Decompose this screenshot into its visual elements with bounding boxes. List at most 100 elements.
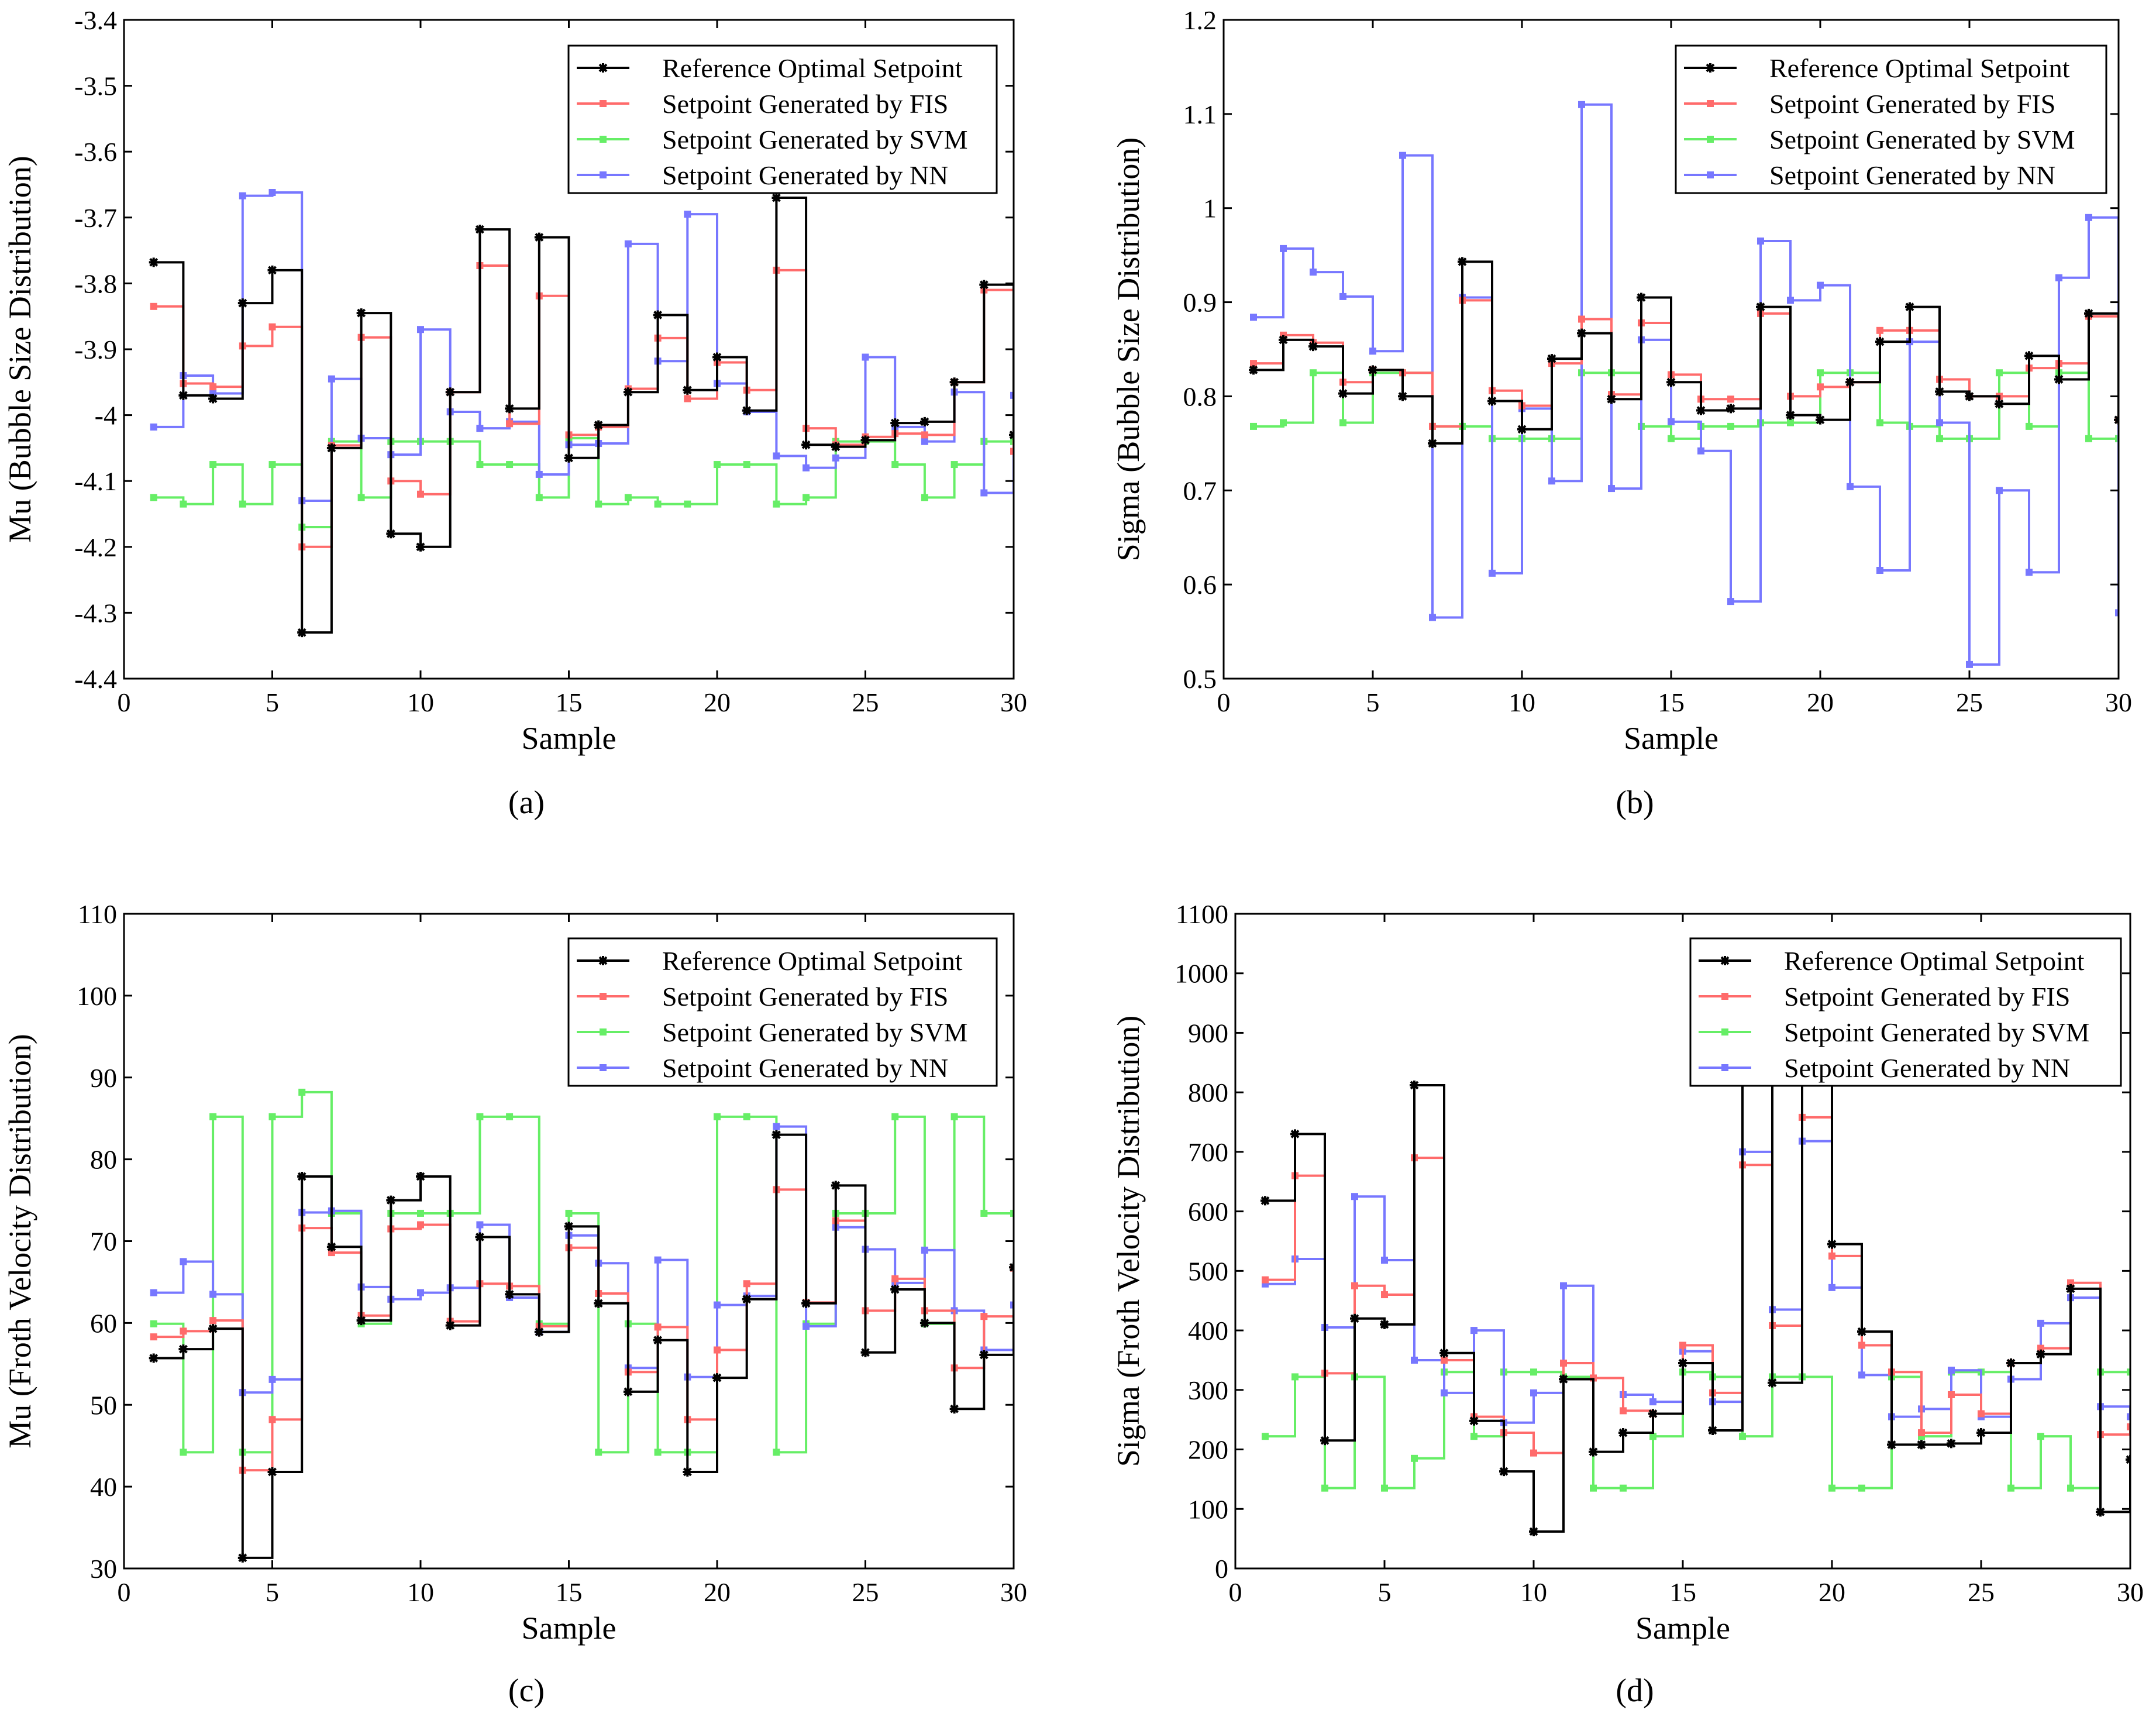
data-point xyxy=(712,352,722,362)
data-point xyxy=(2037,1319,2044,1327)
data-point xyxy=(1947,1439,1956,1449)
data-point xyxy=(1996,487,2003,494)
data-point xyxy=(860,1347,870,1357)
x-tick-label: 25 xyxy=(1968,1577,1995,1607)
data-point xyxy=(417,1209,424,1217)
data-point xyxy=(326,1242,336,1252)
data-point xyxy=(743,1280,750,1288)
data-point xyxy=(1380,1319,1389,1329)
data-point xyxy=(1679,1341,1686,1349)
data-point xyxy=(773,452,780,460)
data-point xyxy=(1876,326,1883,334)
caption-d: (d) xyxy=(1616,1673,1654,1709)
data-point xyxy=(654,1323,662,1331)
data-point xyxy=(772,193,781,203)
data-point xyxy=(476,1221,484,1229)
data-point xyxy=(1441,1356,1448,1364)
data-point xyxy=(565,1209,573,1217)
data-point xyxy=(328,375,335,383)
data-point xyxy=(2096,1507,2105,1517)
data-point xyxy=(1279,335,1288,345)
data-point xyxy=(1010,438,1014,445)
data-point xyxy=(445,1320,455,1330)
y-tick-label: 80 xyxy=(90,1145,117,1175)
data-point xyxy=(684,500,691,508)
y-tick-label: 50 xyxy=(90,1390,117,1420)
x-tick-label: 20 xyxy=(1807,687,1834,717)
y-tick-label: 300 xyxy=(1188,1375,1228,1405)
data-point xyxy=(356,1316,366,1326)
data-point xyxy=(1338,388,1348,398)
data-point xyxy=(150,494,157,501)
data-point xyxy=(2007,1484,2014,1492)
data-point xyxy=(742,1294,752,1304)
data-point xyxy=(1321,1484,1328,1492)
data-point xyxy=(712,1373,722,1383)
data-point xyxy=(1786,410,1795,420)
x-tick-label: 25 xyxy=(852,687,879,717)
data-point xyxy=(2026,569,2033,576)
data-point xyxy=(1548,477,1555,485)
data-point xyxy=(921,438,928,445)
data-point xyxy=(1249,365,1258,375)
legend-label: Setpoint Generated by FIS xyxy=(1784,982,2070,1012)
y-tick-label: 0.9 xyxy=(1183,288,1217,318)
data-point xyxy=(921,494,928,501)
data-point xyxy=(1291,1373,1299,1381)
data-point xyxy=(1828,1252,1835,1260)
series-line-svm xyxy=(1265,1371,2130,1489)
legend: Reference Optimal Setpoint Setpoint Gener… xyxy=(567,937,998,1087)
data-point xyxy=(475,225,485,235)
data-point xyxy=(1757,238,1764,245)
data-point xyxy=(2127,1413,2130,1420)
data-point xyxy=(268,189,276,197)
data-point xyxy=(979,280,989,290)
series-fis xyxy=(1262,1113,2130,1457)
data-point xyxy=(1858,1484,1865,1492)
data-point xyxy=(1739,1433,1746,1440)
x-tick-label: 15 xyxy=(1669,1577,1696,1607)
y-tick-label: -4.2 xyxy=(74,532,117,562)
data-point xyxy=(1351,1193,1358,1200)
data-point xyxy=(476,425,484,432)
data-point xyxy=(2067,1484,2074,1492)
x-tick-label: 20 xyxy=(1819,1577,1845,1607)
data-point xyxy=(919,417,929,426)
data-point xyxy=(1637,293,1646,302)
legend: Reference Optimal Setpoint Setpoint Gener… xyxy=(1689,937,2122,1087)
data-point xyxy=(831,1181,841,1191)
y-tick-label: 1100 xyxy=(1176,899,1228,929)
data-point xyxy=(475,1232,485,1242)
legend-label: Setpoint Generated by FIS xyxy=(1769,89,2055,119)
data-point xyxy=(980,489,988,497)
data-point xyxy=(1470,1433,1477,1440)
y-tick-label: 70 xyxy=(90,1227,117,1257)
data-point xyxy=(1250,422,1257,430)
data-point xyxy=(1649,1433,1656,1440)
series-line-nn xyxy=(153,191,1014,502)
data-point xyxy=(1620,1484,1627,1492)
data-point xyxy=(2067,1279,2074,1286)
data-point xyxy=(328,1249,335,1257)
data-point xyxy=(1310,369,1317,377)
data-point xyxy=(801,440,811,450)
legend-label: Setpoint Generated by NN xyxy=(1769,160,2055,190)
series-line-reference xyxy=(1253,260,2119,445)
data-point xyxy=(773,1449,780,1456)
data-point xyxy=(1918,1429,1925,1437)
data-point xyxy=(1547,354,1556,364)
data-point xyxy=(535,494,543,501)
x-tick-label: 30 xyxy=(2117,1577,2144,1607)
y-tick-label: 700 xyxy=(1188,1137,1228,1167)
series-nn xyxy=(1250,101,2119,668)
data-point xyxy=(1529,1526,1538,1536)
data-point xyxy=(1668,418,1675,425)
data-point xyxy=(1608,485,1615,493)
series-fis xyxy=(150,262,1014,551)
data-point xyxy=(1369,348,1376,355)
y-tick-label: -4.1 xyxy=(74,466,117,496)
x-tick-label: 5 xyxy=(1378,1577,1392,1607)
data-point xyxy=(1828,1484,1835,1492)
data-point xyxy=(1708,1425,1717,1435)
data-point xyxy=(297,628,307,638)
